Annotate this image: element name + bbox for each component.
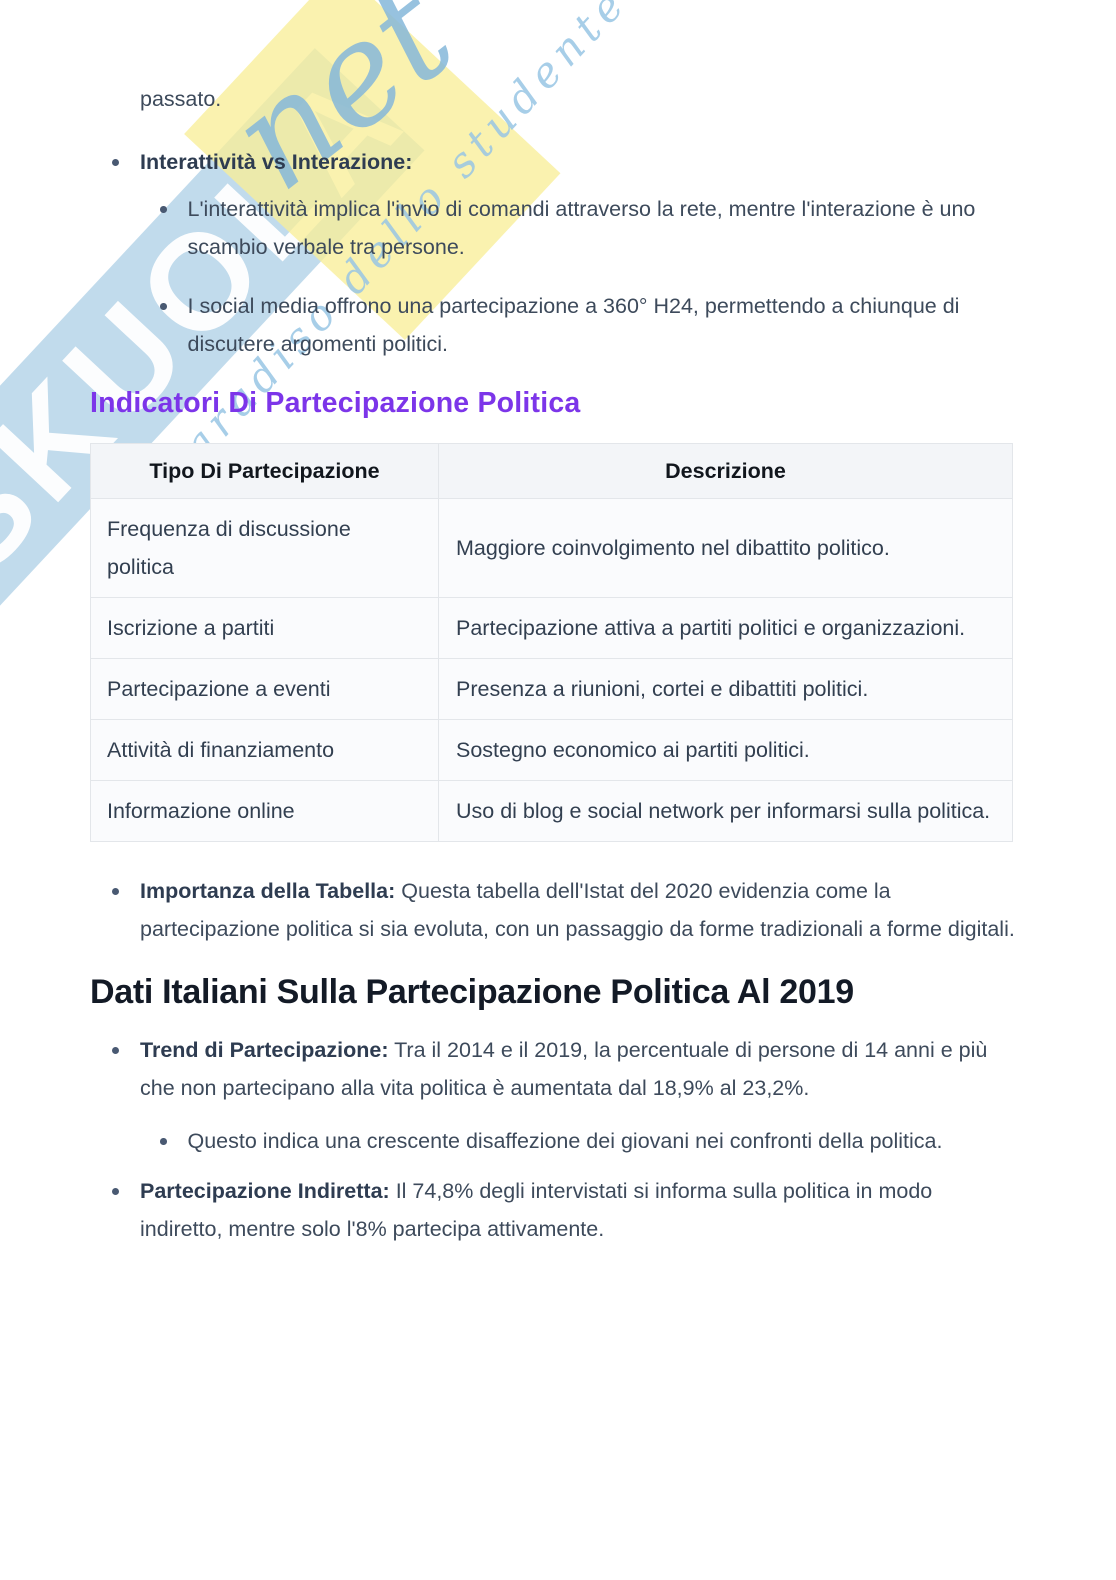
bullet-interattivita-vs-interazione: Interattività vs Interazione:	[112, 143, 1116, 181]
section-title-dati-italiani: Dati Italiani Sulla Partecipazione Polit…	[90, 973, 854, 1011]
bullet-body: Il 74,8% degli intervistati si informa s…	[140, 1179, 933, 1241]
table-cell-descrizione: Presenza a riunioni, cortei e dibattiti …	[438, 658, 1013, 720]
bullet-dot	[112, 1188, 119, 1195]
table-cell-descrizione: Maggiore coinvolgimento nel dibattito po…	[438, 498, 1013, 598]
table-cell-descrizione: Uso di blog e social network per informa…	[438, 780, 1013, 842]
section-title-indicatori: Indicatori Di Partecipazione Politica	[90, 387, 581, 419]
bullet-lead: Trend di Partecipazione:	[140, 1038, 389, 1062]
bullet-partecipazione-indiretta: Partecipazione Indiretta: Il 74,8% degli…	[112, 1172, 1116, 1248]
bullet-dot	[112, 888, 119, 895]
table-row: Frequenza di discussione politica Maggio…	[90, 498, 1013, 598]
bullet-lead: Interattività vs Interazione:	[140, 150, 413, 174]
bullet-dot	[112, 159, 119, 166]
table-cell-tipo: Informazione online	[90, 780, 439, 842]
table-row: Iscrizione a partiti Partecipazione atti…	[90, 597, 1013, 659]
bullet-dot	[160, 1138, 167, 1145]
paragraph-continuation: passato.	[140, 87, 222, 111]
table-cell-tipo: Attività di finanziamento	[90, 719, 439, 781]
bullet-body: Tra il 2014 e il 2019, la percentuale di…	[140, 1038, 988, 1100]
document-content: passato. Interattività vs Interazione: L…	[90, 87, 1116, 1248]
sub-bullet-social-media: I social media offrono una partecipazion…	[160, 287, 1116, 363]
table-cell-descrizione: Sostegno economico ai partiti politici.	[438, 719, 1013, 781]
bullet-text: Partecipazione Indiretta: Il 74,8% degli…	[140, 1172, 1016, 1248]
table-cell-tipo: Iscrizione a partiti	[90, 597, 439, 659]
bullet-body: Questa tabella dell'Istat del 2020 evide…	[140, 879, 1015, 941]
bullet-text: Trend di Partecipazione: Tra il 2014 e i…	[140, 1031, 1016, 1107]
table-cell-descrizione: Partecipazione attiva a partiti politici…	[438, 597, 1013, 659]
bullet-trend-partecipazione: Trend di Partecipazione: Tra il 2014 e i…	[112, 1031, 1116, 1107]
table-row: Informazione online Uso di blog e social…	[90, 780, 1013, 842]
bullet-dot	[160, 206, 167, 213]
bullet-dot	[160, 303, 167, 310]
table-cell-tipo: Frequenza di discussione politica	[90, 498, 439, 598]
table-header-tipo: Tipo Di Partecipazione	[90, 443, 439, 499]
table-row: Partecipazione a eventi Presenza a riuni…	[90, 658, 1013, 720]
table-header-descrizione: Descrizione	[438, 443, 1013, 499]
sub-bullet-text: Questo indica una crescente disaffezione…	[187, 1129, 943, 1153]
bullet-lead: Partecipazione Indiretta:	[140, 1179, 390, 1203]
sub-bullet-text: L'interattività implica l'invio di coman…	[187, 197, 976, 259]
table-row: Attività di finanziamento Sostegno econo…	[90, 719, 1013, 781]
bullet-importanza-tabella: Importanza della Tabella: Questa tabella…	[112, 872, 1116, 948]
sub-bullet-disaffezione: Questo indica una crescente disaffezione…	[160, 1122, 1116, 1160]
sub-bullet-text: I social media offrono una partecipazion…	[187, 294, 960, 356]
participation-indicators-table: Tipo Di Partecipazione Descrizione Frequ…	[90, 443, 1013, 842]
table-cell-tipo: Partecipazione a eventi	[90, 658, 439, 720]
table-header-row: Tipo Di Partecipazione Descrizione	[90, 443, 1013, 499]
bullet-text: Importanza della Tabella: Questa tabella…	[140, 872, 1016, 948]
sub-bullet-interattivita: L'interattività implica l'invio di coman…	[160, 190, 1116, 266]
bullet-dot	[112, 1047, 119, 1054]
bullet-text: Interattività vs Interazione:	[140, 143, 412, 181]
bullet-lead: Importanza della Tabella:	[140, 879, 396, 903]
